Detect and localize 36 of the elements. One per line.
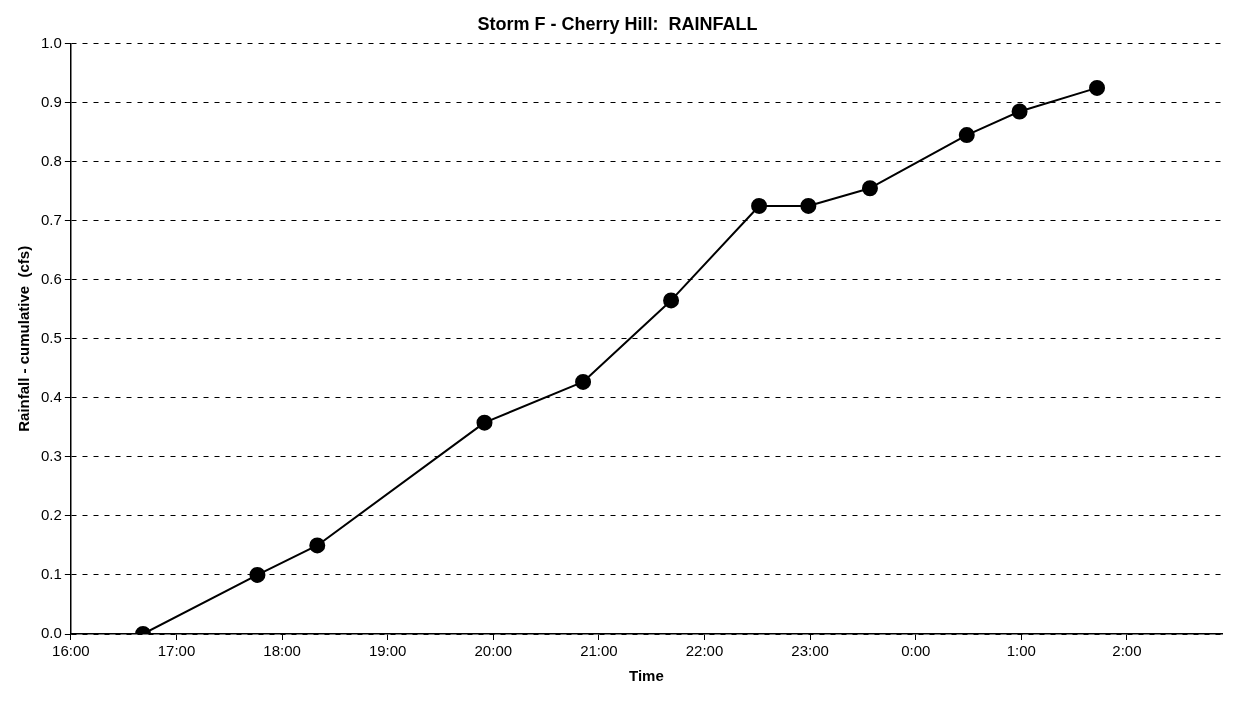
y-tick-label: 0.4 xyxy=(40,387,62,405)
x-tick-label: 1:00 xyxy=(1006,642,1036,660)
y-tick-label: 0.6 xyxy=(40,269,62,287)
point xyxy=(800,197,817,214)
x-tick-label: 22:00 xyxy=(685,642,724,660)
y-tick-label: 0.9 xyxy=(40,92,62,110)
point xyxy=(575,373,592,390)
chart-title: Storm F - Cherry Hill: RAINFALL xyxy=(477,13,758,34)
x-tick-label: 19:00 xyxy=(368,642,407,660)
point xyxy=(861,180,878,197)
point xyxy=(249,566,266,583)
x-tick-label: 2:00 xyxy=(1112,642,1142,660)
x-tick-label: 16:00 xyxy=(52,642,90,660)
y-tick-label: 0.7 xyxy=(40,210,62,228)
x-tick-label: 23:00 xyxy=(791,642,829,660)
point xyxy=(1089,79,1106,96)
y-axis-title: Rainfall - cumulative (cfs) xyxy=(15,245,33,432)
x-tick-label: 0:00 xyxy=(901,642,931,660)
point xyxy=(663,292,680,309)
y-tick-label: 0.5 xyxy=(40,328,62,346)
x-tick-label: 18:00 xyxy=(263,642,301,660)
x-tick-label: 20:00 xyxy=(474,642,513,660)
y-tick-label: 0.3 xyxy=(40,447,62,465)
y-tick-label: 0.2 xyxy=(40,506,62,524)
y-tick-label: 0.1 xyxy=(40,565,62,583)
y-tick-label: 0.8 xyxy=(40,151,62,169)
point xyxy=(1011,103,1028,120)
x-tick-label: 17:00 xyxy=(157,642,196,660)
x-axis-title: Time xyxy=(629,667,664,685)
point xyxy=(751,197,768,214)
point xyxy=(476,414,493,431)
y-tick-label: 0.0 xyxy=(40,624,62,642)
x-tick-label: 21:00 xyxy=(580,642,618,660)
point xyxy=(958,127,975,144)
y-tick-label: 1.0 xyxy=(40,33,62,51)
point xyxy=(309,537,326,554)
